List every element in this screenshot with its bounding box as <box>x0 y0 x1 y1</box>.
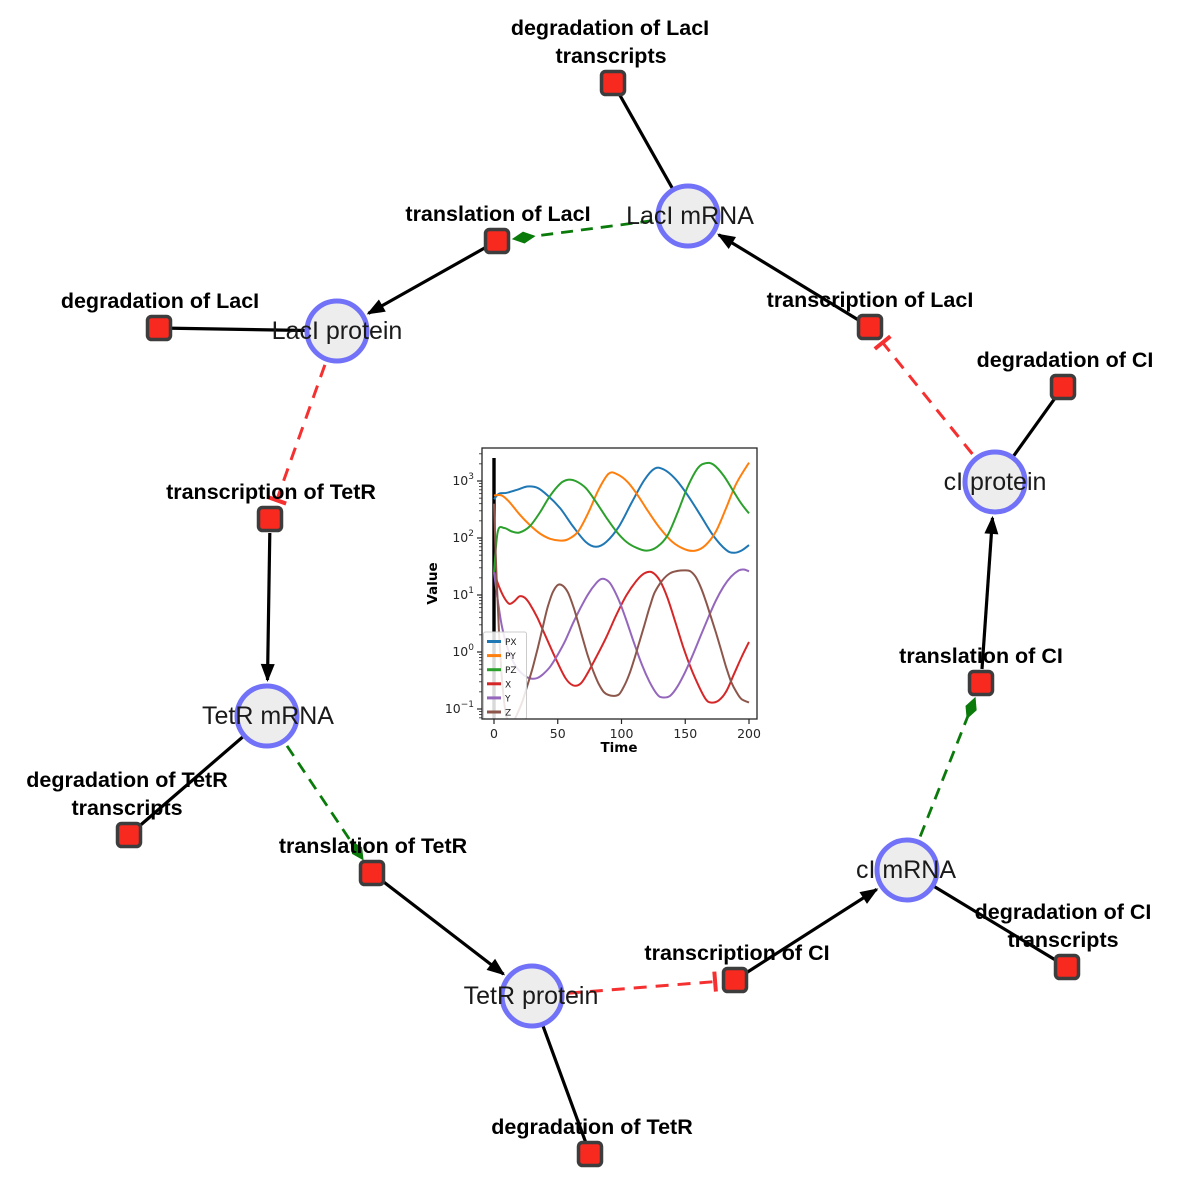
species-circle-tetR-protein[interactable] <box>499 963 565 1029</box>
x-tick-label: 50 <box>550 726 566 741</box>
reaction-label: degradation of TetR <box>26 768 228 792</box>
reaction-label: transcription of TetR <box>166 480 376 504</box>
species-circle-cI-mRNA[interactable] <box>874 837 940 903</box>
plot-ylabel: Value <box>425 562 441 604</box>
plot-content: 0 50 100 150 200 10−1 100 101 102 103 PX PY PZ XYZ <box>445 453 761 741</box>
species-label: LacI protein <box>272 317 403 345</box>
edge-lacI-protein-inhibits-transcription-tetR <box>266 364 327 506</box>
reaction-label: transcripts <box>555 44 666 68</box>
reaction-label: transcripts <box>71 796 182 820</box>
y-tick-label: 10−1 <box>445 700 474 716</box>
reaction-degradation-lacI: degradation of LacI <box>61 289 259 342</box>
y-tick-label: 102 <box>452 529 474 545</box>
edge-translation-cI-to-cI-protein <box>980 515 999 670</box>
edge-cI-mRNA-modifier-translation-cI <box>918 696 977 838</box>
reaction-label: degradation of TetR <box>491 1115 693 1139</box>
species-circle-cI-protein[interactable] <box>962 449 1028 515</box>
species-cI-mRNA: cI mRNA <box>856 837 956 903</box>
y-tick-label: 101 <box>452 586 474 602</box>
edge-tetR-mRNA-modifier-translation-tetR <box>285 745 364 861</box>
species-label: TetR protein <box>464 982 599 1010</box>
reaction-label: degradation of LacI <box>511 16 709 40</box>
reaction-translation-lacI: translation of LacI <box>405 202 591 255</box>
reaction-square-translation-tetR[interactable] <box>358 859 386 887</box>
y-tick-label: 103 <box>452 472 474 488</box>
reaction-nodes-layer: degradation of LacI transcripts translat… <box>26 16 1154 1168</box>
reaction-transcription-tetR: transcription of TetR <box>166 480 376 533</box>
legend-label-X: X <box>505 680 511 690</box>
legend-label-PY: PY <box>505 652 516 662</box>
reaction-square-degradation-cI-transcripts[interactable] <box>1053 953 1081 981</box>
reaction-label: degradation of LacI <box>61 289 259 313</box>
species-lacI-mRNA: LacI mRNA <box>626 183 754 249</box>
x-tick-label: 200 <box>737 726 761 741</box>
edge-translation-lacI-to-lacI-protein <box>366 246 486 315</box>
reaction-square-degradation-cI[interactable] <box>1049 373 1077 401</box>
legend-label-Y: Y <box>504 694 511 704</box>
legend-label-PX: PX <box>505 638 517 648</box>
reaction-degradation-tetR: degradation of TetR <box>491 1115 693 1168</box>
edge-lacI-mRNA-modifier-translation-lacI <box>511 219 653 244</box>
species-label: cI protein <box>944 468 1047 496</box>
reaction-square-translation-cI[interactable] <box>967 669 995 697</box>
plot-xlabel: Time <box>600 740 637 756</box>
reaction-square-translation-lacI[interactable] <box>483 227 511 255</box>
reaction-square-transcription-lacI[interactable] <box>856 313 884 341</box>
reaction-square-degradation-tetR[interactable] <box>576 1140 604 1168</box>
reaction-label: translation of CI <box>899 644 1063 668</box>
reaction-label: transcripts <box>1007 928 1118 952</box>
reaction-transcription-lacI: transcription of LacI <box>767 288 974 341</box>
species-tetR-mRNA: TetR mRNA <box>202 683 334 749</box>
edge-tetR-protein-inhibits-transcription-cI <box>567 971 718 995</box>
plot-frame <box>481 447 758 720</box>
edge-transcription-cI-to-cI-mRNA <box>745 888 879 974</box>
plot-series-Y <box>493 568 750 699</box>
species-cI-protein: cI protein <box>944 449 1047 515</box>
reaction-translation-cI: translation of CI <box>899 644 1063 697</box>
legend-label-Z: Z <box>505 709 511 719</box>
x-tick-label: 0 <box>490 726 498 741</box>
x-tick-label: 100 <box>610 726 634 741</box>
reaction-square-transcription-tetR[interactable] <box>256 505 284 533</box>
edge-transcription-tetR-to-tetR-mRNA <box>260 532 275 682</box>
edge-cI-protein-inhibits-transcription-lacI <box>873 334 974 455</box>
reaction-square-degradation-tetR-transcripts[interactable] <box>115 821 143 849</box>
plot-series-PZ <box>493 461 750 573</box>
reaction-square-transcription-cI[interactable] <box>721 966 749 994</box>
species-circle-lacI-protein[interactable] <box>304 298 370 364</box>
reaction-translation-tetR: translation of TetR <box>279 834 468 887</box>
reaction-degradation-cI: degradation of CI <box>977 348 1154 401</box>
reaction-label: transcription of CI <box>644 941 829 965</box>
y-tick-label: 100 <box>452 643 474 659</box>
reaction-square-degradation-lacI[interactable] <box>145 314 173 342</box>
reaction-transcription-cI: transcription of CI <box>644 941 830 994</box>
species-nodes-layer: LacI mRNA LacI protein TetR mRNA TetR pr… <box>202 183 1047 1029</box>
reaction-degradation-cI-transcripts: degradation of CI transcripts <box>975 900 1152 981</box>
species-label: LacI mRNA <box>626 202 754 230</box>
legend-label-PZ: PZ <box>505 666 517 676</box>
reaction-degradation-lacI-transcripts: degradation of LacI transcripts <box>511 16 709 97</box>
species-circle-lacI-mRNA[interactable] <box>655 183 721 249</box>
species-lacI-protein: LacI protein <box>272 298 403 364</box>
reaction-label: translation of LacI <box>405 202 590 226</box>
species-label: TetR mRNA <box>202 702 334 730</box>
species-tetR-protein: TetR protein <box>464 963 599 1029</box>
reaction-degradation-tetR-transcripts: degradation of TetR transcripts <box>26 768 228 849</box>
plot-series-X <box>493 570 750 704</box>
center-plot: 0 50 100 150 200 10−1 100 101 102 103 PX PY PZ XYZ Ti… <box>425 447 761 756</box>
edge-transcription-lacI-to-lacI-mRNA <box>716 233 859 322</box>
reaction-label: degradation of CI <box>977 348 1154 372</box>
reaction-label: transcription of LacI <box>767 288 974 312</box>
reaction-square-degradation-lacI-transcripts[interactable] <box>599 69 627 97</box>
x-tick-label: 150 <box>673 726 697 741</box>
reaction-label: translation of TetR <box>279 834 468 858</box>
species-circle-tetR-mRNA[interactable] <box>234 683 300 749</box>
edge-translation-tetR-to-tetR-protein <box>382 880 506 976</box>
reaction-label: degradation of CI <box>975 900 1152 924</box>
species-label: cI mRNA <box>856 856 956 884</box>
